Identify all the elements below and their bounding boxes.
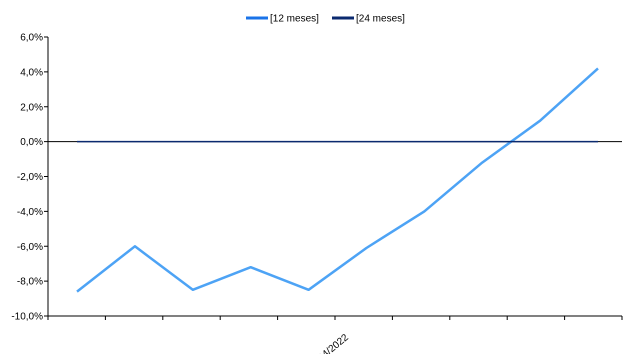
x-tick-label: 04/2022 <box>316 332 351 354</box>
legend-item-24-meses: [24 meses] <box>332 14 405 25</box>
y-tick-label: -6,0% <box>17 242 43 253</box>
y-tick-label: 2,0% <box>20 102 43 113</box>
chart-series <box>76 67 599 293</box>
y-tick-label: 6,0% <box>20 33 43 44</box>
y-tick-label: 4,0% <box>20 67 43 78</box>
y-tick-label: -10,0% <box>11 312 43 323</box>
chart-legend: [12 meses] [24 meses] <box>246 14 405 25</box>
legend-label: [12 meses] <box>270 14 319 25</box>
legend-item-12-meses: [12 meses] <box>246 14 319 25</box>
y-tick-label: 0,0% <box>20 137 43 148</box>
legend-label: [24 meses] <box>356 14 405 25</box>
y-tick-label: -8,0% <box>17 277 43 288</box>
y-tick-label: -4,0% <box>17 207 43 218</box>
series-line-12-meses <box>76 67 599 293</box>
y-tick-label: -2,0% <box>17 172 43 183</box>
chart-axes: 6,0% 4,0% 2,0% 0,0% -2,0% -4,0% -6,0% -8,0% -10,… <box>11 33 623 354</box>
